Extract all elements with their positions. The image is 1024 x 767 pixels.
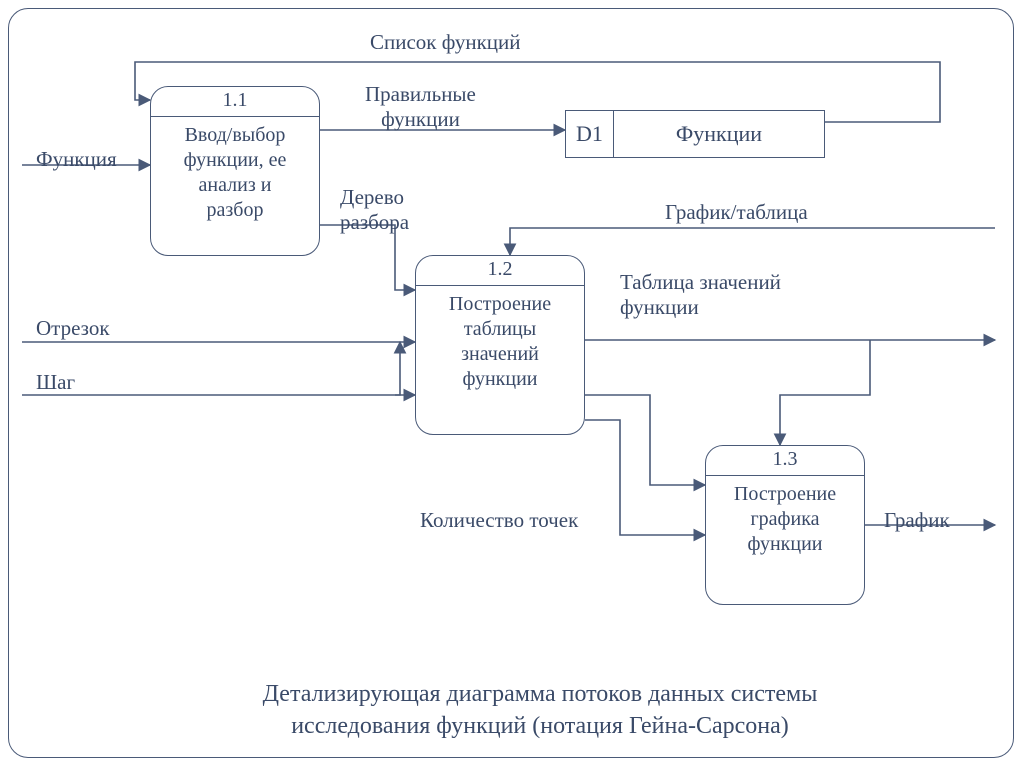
process-1-2: 1.2 Построениетаблицызначенийфункции — [415, 255, 585, 435]
label-chart-table: График/таблица — [665, 200, 808, 225]
process-1-1-id: 1.1 — [151, 87, 319, 117]
process-1-3-id: 1.3 — [706, 446, 864, 476]
label-segment: Отрезок — [36, 316, 110, 341]
label-func-list: Список функций — [370, 30, 521, 55]
edge-value-table-to-p13 — [780, 340, 870, 445]
label-parse-tree: Дереворазбора — [340, 185, 409, 235]
datastore-d1: D1 Функции — [565, 110, 825, 158]
label-chart-out: График — [884, 508, 950, 533]
edge-p12-to-p13-main — [585, 395, 705, 485]
label-step: Шаг — [36, 370, 75, 395]
edge-chart-table-in — [510, 228, 995, 255]
caption-line2: исследования функций (нотация Гейна-Сарс… — [291, 713, 789, 739]
label-point-count: Количество точек — [420, 508, 578, 533]
datastore-d1-id: D1 — [566, 111, 614, 157]
caption-line1: Детализирующая диаграмма потоков данных … — [263, 681, 818, 707]
diagram-caption: Детализирующая диаграмма потоков данных … — [120, 678, 960, 743]
process-1-1: 1.1 Ввод/выборфункции, ееанализ иразбор — [150, 86, 320, 256]
datastore-d1-label: Функции — [614, 111, 824, 157]
process-1-2-id: 1.2 — [416, 256, 584, 286]
process-1-3-text: Построениеграфикафункции — [706, 476, 864, 563]
label-function-in: Функция — [36, 147, 117, 172]
label-value-table: Таблица значенийфункции — [620, 270, 781, 320]
process-1-3: 1.3 Построениеграфикафункции — [705, 445, 865, 605]
label-correct-funcs: Правильныефункции — [365, 82, 476, 132]
process-1-1-text: Ввод/выборфункции, ееанализ иразбор — [151, 117, 319, 229]
edge-point-count — [585, 420, 705, 535]
edge-step-seg-combined — [22, 342, 400, 395]
process-1-2-text: Построениетаблицызначенийфункции — [416, 286, 584, 398]
